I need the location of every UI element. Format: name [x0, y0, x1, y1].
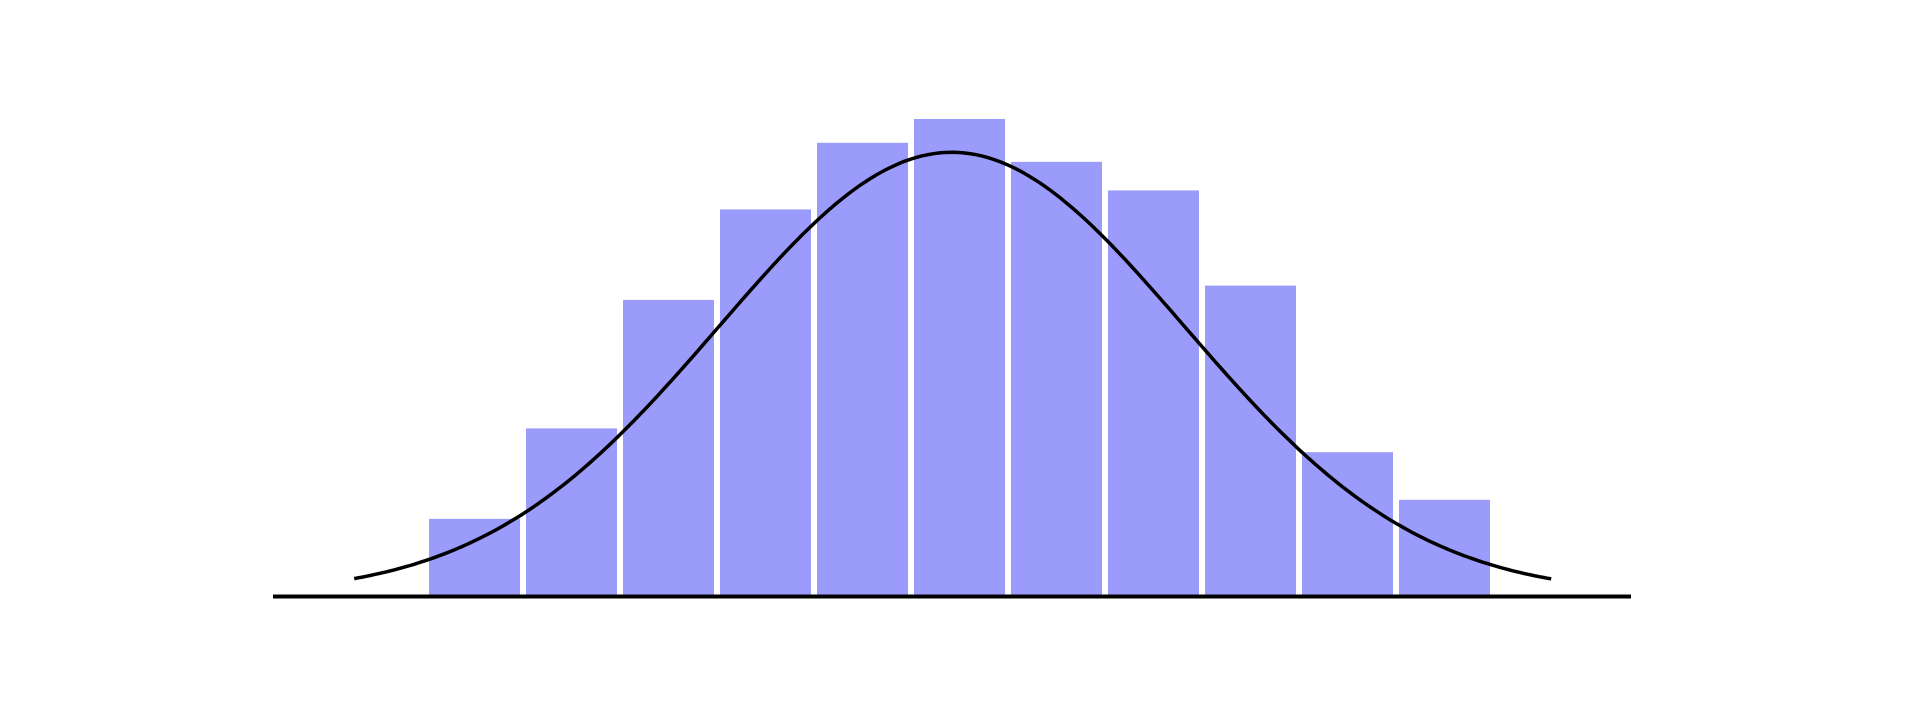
histogram-bar: [720, 209, 811, 595]
histogram-bar: [526, 428, 617, 595]
histogram-bar: [914, 119, 1005, 595]
histogram-bar: [623, 299, 714, 595]
histogram-bar: [1205, 285, 1296, 595]
normal-curve: [353, 150, 1552, 581]
histogram-bar: [817, 142, 908, 596]
histogram-bar: [1011, 161, 1102, 595]
histogram-bar: [1108, 190, 1199, 595]
bars-group: [429, 119, 1490, 596]
histogram-bar: [1302, 452, 1393, 595]
histogram-bar: [429, 518, 520, 595]
